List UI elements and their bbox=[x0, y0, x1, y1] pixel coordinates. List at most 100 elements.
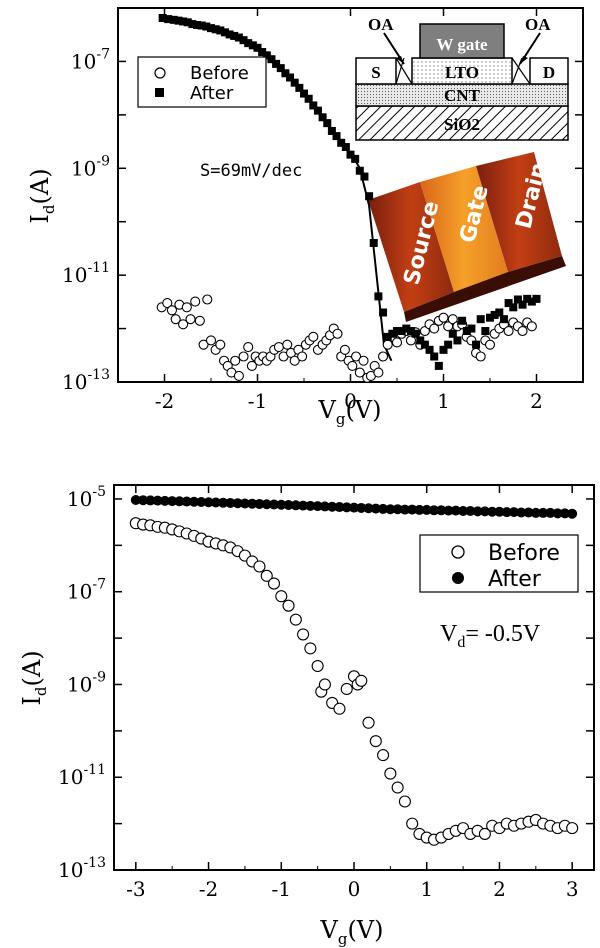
after-point bbox=[304, 94, 313, 103]
after-point bbox=[305, 500, 316, 511]
before-point bbox=[355, 674, 368, 687]
bottom-plot-y-tick-labels: 10-13 10-11 10-9 10-7 10-5 bbox=[58, 484, 106, 882]
top-legend-after-label: After bbox=[190, 83, 234, 104]
subthreshold-slope-annotation: S=69mV/dec bbox=[200, 161, 302, 181]
after-point bbox=[388, 329, 397, 338]
source-label: S bbox=[371, 63, 380, 82]
after-point bbox=[527, 297, 536, 306]
after-point bbox=[476, 315, 485, 324]
after-point bbox=[197, 21, 206, 30]
before-point bbox=[311, 659, 324, 673]
after-point bbox=[356, 502, 367, 513]
after-point bbox=[261, 499, 272, 510]
drain-voltage-annotation: Vd= -0.5V bbox=[440, 621, 541, 651]
before-point bbox=[215, 339, 226, 350]
before-point bbox=[354, 367, 365, 378]
after-point bbox=[202, 22, 211, 31]
after-point bbox=[351, 154, 360, 163]
before-point bbox=[429, 323, 440, 334]
before-point bbox=[198, 339, 209, 350]
after-point bbox=[189, 496, 199, 507]
y-tick-label: 10-9 bbox=[67, 669, 106, 696]
top-y-axis-label: Id(A) bbox=[26, 168, 58, 223]
after-point bbox=[258, 48, 267, 57]
after-point bbox=[232, 498, 243, 509]
before-point bbox=[170, 314, 181, 325]
after-point bbox=[267, 55, 276, 64]
w-gate-label: W gate bbox=[436, 35, 488, 54]
after-point bbox=[378, 503, 389, 514]
after-point bbox=[385, 504, 396, 515]
after-point bbox=[181, 496, 192, 507]
after-point bbox=[283, 500, 294, 511]
before-point bbox=[478, 827, 491, 840]
after-point bbox=[216, 26, 225, 35]
before-point bbox=[447, 314, 458, 325]
after-point bbox=[490, 310, 499, 319]
after-point bbox=[430, 352, 439, 361]
before-point bbox=[358, 355, 369, 366]
before-point bbox=[384, 767, 397, 780]
x-tick-label: -2 bbox=[155, 389, 174, 413]
top-plot-x-tick-labels: -2 -1 0 1 2 bbox=[155, 389, 543, 413]
bottom-legend-after-label: After bbox=[488, 567, 542, 592]
afm-gate-strip bbox=[420, 166, 508, 292]
after-point bbox=[244, 39, 253, 48]
top-x-axis-label: Vg(V) bbox=[317, 396, 381, 428]
after-point bbox=[349, 502, 359, 513]
bottom-plot: -3 -2 -1 0 1 2 3 10-13 10-11 10-9 10-7 10-5 Before… bbox=[18, 484, 595, 948]
after-point bbox=[239, 498, 250, 509]
after-point bbox=[269, 499, 279, 510]
before-point bbox=[340, 682, 353, 696]
after-point bbox=[247, 498, 258, 509]
before-point bbox=[243, 342, 254, 353]
after-point bbox=[487, 506, 498, 517]
y-tick-label: 10-13 bbox=[58, 855, 106, 882]
before-point bbox=[253, 560, 266, 573]
bottom-plot-data bbox=[129, 494, 579, 846]
before-point bbox=[503, 325, 514, 337]
x-tick-label: 1 bbox=[437, 389, 450, 413]
after-point bbox=[434, 361, 443, 370]
after-point bbox=[253, 43, 262, 52]
cnt-label: CNT bbox=[444, 86, 481, 105]
after-point bbox=[472, 340, 481, 349]
after-point bbox=[369, 238, 378, 247]
after-point bbox=[504, 299, 513, 308]
after-point bbox=[254, 498, 265, 509]
sio2-label: SiO2 bbox=[444, 115, 480, 134]
after-point bbox=[392, 504, 403, 515]
after-point bbox=[220, 28, 229, 37]
top-legend-box bbox=[137, 56, 267, 108]
after-point bbox=[513, 295, 522, 304]
after-point bbox=[341, 502, 352, 513]
y-tick-label: 10-13 bbox=[62, 367, 110, 394]
after-point bbox=[530, 507, 541, 518]
x-tick-label: 2 bbox=[530, 389, 543, 413]
before-point bbox=[273, 342, 284, 353]
bottom-legend-before-label: Before bbox=[488, 541, 560, 566]
after-point bbox=[248, 41, 257, 50]
before-point bbox=[297, 351, 308, 362]
x-tick-label: -1 bbox=[272, 877, 291, 901]
oa-left-label: OA bbox=[368, 15, 394, 34]
after-point bbox=[458, 506, 469, 517]
after-point bbox=[365, 192, 374, 201]
after-point bbox=[559, 508, 570, 519]
after-point bbox=[509, 303, 518, 312]
before-point bbox=[185, 314, 196, 325]
after-point bbox=[334, 502, 345, 513]
x-tick-label: 0 bbox=[344, 389, 357, 413]
after-point bbox=[210, 497, 221, 508]
after-point bbox=[346, 150, 355, 159]
before-point bbox=[347, 360, 358, 371]
after-point bbox=[318, 113, 327, 122]
bottom-legend-after-marker bbox=[452, 572, 464, 584]
after-point bbox=[290, 500, 301, 511]
afm-image-inset: Source Gate Drain bbox=[368, 152, 566, 322]
before-point bbox=[438, 312, 449, 323]
before-point bbox=[318, 678, 331, 691]
before-point bbox=[289, 613, 302, 626]
after-point bbox=[444, 340, 453, 349]
after-point bbox=[436, 505, 447, 516]
